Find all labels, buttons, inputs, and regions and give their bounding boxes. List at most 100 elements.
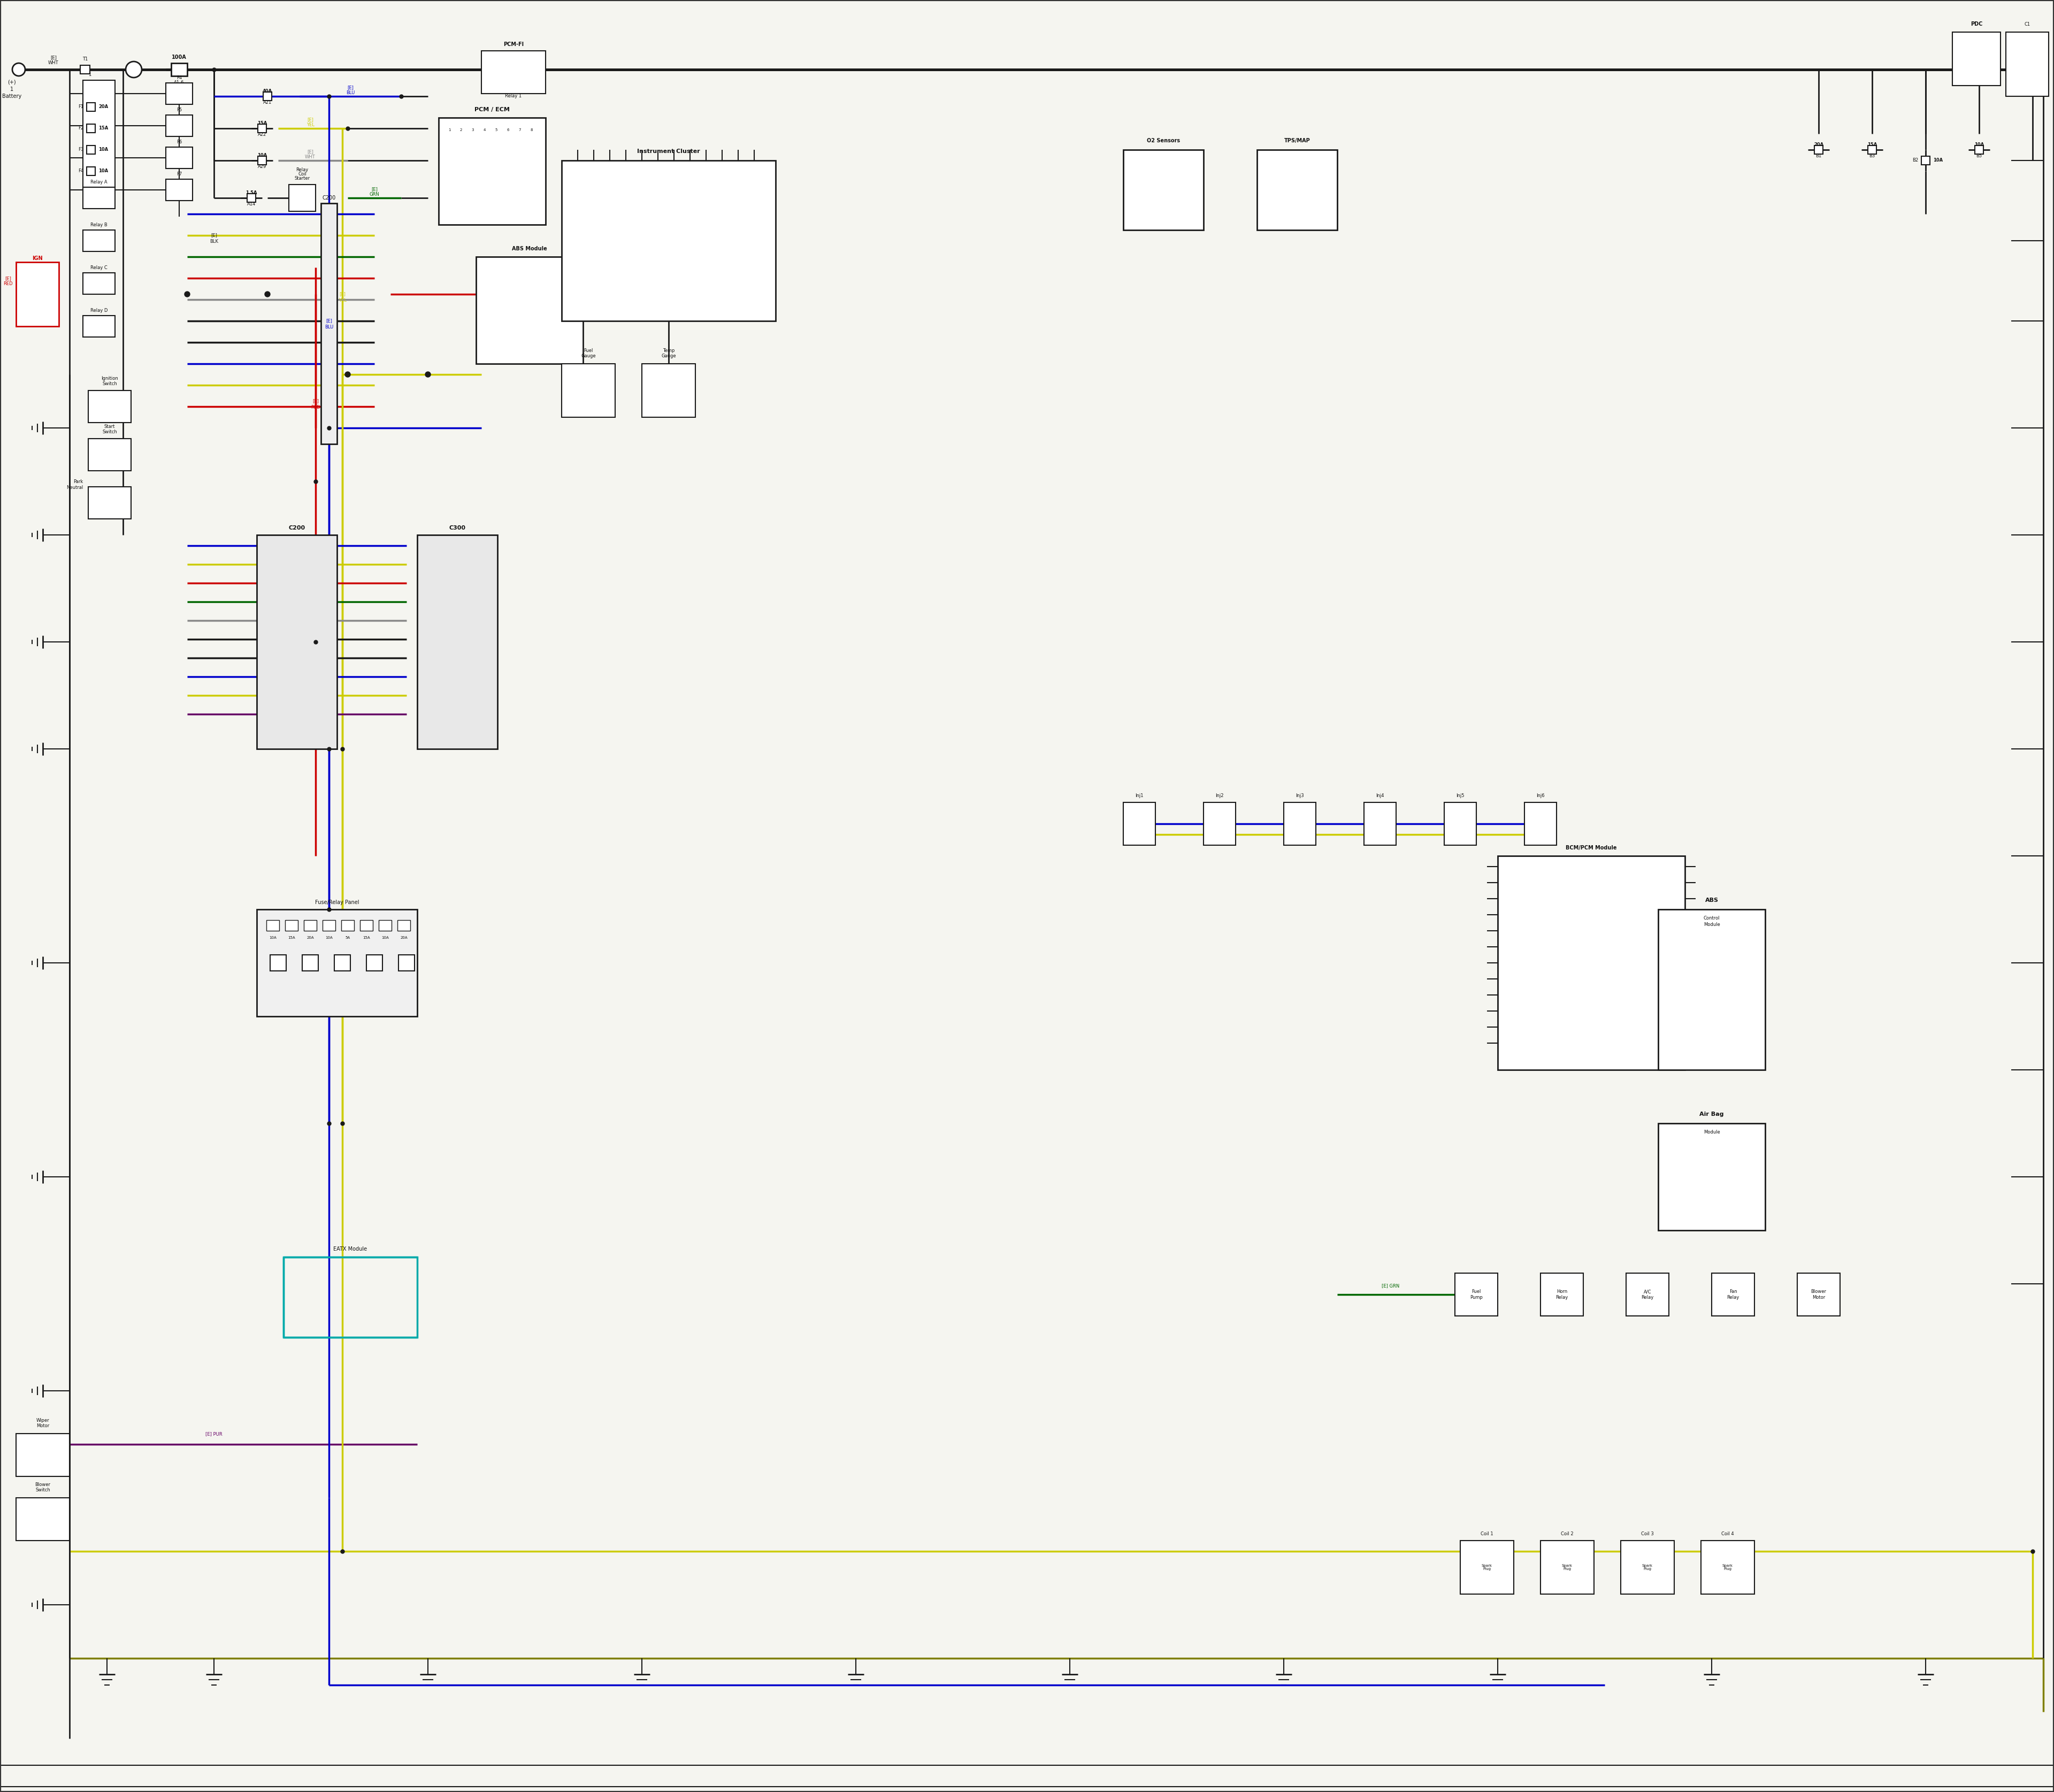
Text: 5: 5	[495, 129, 497, 131]
Bar	[259, 156, 267, 165]
Text: 15A: 15A	[99, 125, 109, 131]
Text: PCM / ECM: PCM / ECM	[474, 108, 509, 113]
Text: Coil 1: Coil 1	[1481, 1532, 1493, 1536]
Text: 10A: 10A	[99, 168, 109, 174]
Text: Control: Control	[1703, 916, 1719, 921]
Text: C200: C200	[322, 195, 335, 201]
Text: Fuel
Gauge: Fuel Gauge	[581, 348, 596, 358]
Bar	[417, 536, 497, 749]
Text: PCM-FI: PCM-FI	[503, 41, 524, 47]
Bar	[170, 63, 187, 75]
Text: Spark
Plug: Spark Plug	[1641, 1564, 1653, 1572]
Text: C300: C300	[450, 525, 466, 530]
Bar	[1621, 1541, 1674, 1595]
Bar	[1701, 1541, 1754, 1595]
Text: [E]: [E]	[306, 116, 314, 122]
Text: Starter: Starter	[294, 176, 310, 181]
Bar	[286, 919, 298, 930]
Text: F4: F4	[78, 168, 84, 174]
Text: BCM/PCM Module: BCM/PCM Module	[1565, 846, 1616, 851]
Text: EATX Module: EATX Module	[333, 1247, 368, 1253]
Text: Temp
Gauge: Temp Gauge	[661, 348, 676, 358]
Bar	[166, 147, 193, 168]
Text: RED: RED	[310, 405, 320, 410]
Bar	[320, 202, 337, 444]
Bar	[82, 81, 115, 186]
Text: F1: F1	[78, 104, 84, 109]
Text: Relay 1: Relay 1	[505, 93, 522, 99]
Text: F6: F6	[177, 140, 183, 145]
Text: WHT: WHT	[304, 154, 316, 159]
Text: 40A: 40A	[263, 90, 273, 93]
Bar	[1711, 1272, 1754, 1315]
Text: 1: 1	[88, 72, 90, 77]
Text: 1.5A: 1.5A	[246, 190, 257, 195]
Bar	[1124, 803, 1154, 846]
Text: 8: 8	[530, 129, 532, 131]
Text: [E]: [E]	[4, 276, 10, 281]
Text: O2 Sensors: O2 Sensors	[1146, 138, 1179, 143]
Circle shape	[345, 371, 351, 376]
Bar	[366, 955, 382, 971]
Text: BLU: BLU	[345, 90, 355, 95]
Text: Blower
Switch: Blower Switch	[35, 1482, 51, 1493]
Bar	[1867, 145, 1877, 154]
Bar	[290, 185, 316, 211]
Text: 1: 1	[448, 129, 450, 131]
Bar	[263, 91, 271, 100]
Text: 4: 4	[483, 129, 487, 131]
Text: A29: A29	[257, 165, 267, 168]
Text: [E]: [E]	[49, 56, 58, 59]
Text: B3: B3	[1869, 154, 1875, 158]
Text: F2: F2	[78, 125, 84, 131]
Bar	[396, 919, 411, 930]
Text: F5: F5	[177, 108, 183, 113]
Text: Coil: Coil	[298, 172, 306, 177]
Text: A14: A14	[246, 202, 257, 206]
Text: Spark
Plug: Spark Plug	[1481, 1564, 1493, 1572]
Text: Relay D: Relay D	[90, 308, 107, 314]
Text: TPS/MAP: TPS/MAP	[1284, 138, 1310, 143]
Text: Inj4: Inj4	[1376, 794, 1384, 797]
Bar	[82, 272, 115, 294]
Bar	[561, 364, 614, 418]
Bar	[257, 909, 417, 1016]
Text: Module: Module	[1703, 1129, 1719, 1134]
Bar	[477, 256, 583, 364]
Text: [E]: [E]	[347, 84, 353, 90]
Text: PDC: PDC	[1970, 22, 1982, 27]
Text: F7: F7	[177, 172, 183, 177]
Text: Coil 2: Coil 2	[1561, 1532, 1573, 1536]
Bar	[1814, 145, 1824, 154]
Circle shape	[12, 63, 25, 75]
Text: [E]: [E]	[372, 186, 378, 192]
Bar	[359, 919, 374, 930]
Text: 100A: 100A	[173, 54, 187, 59]
Text: 15A: 15A	[257, 120, 267, 125]
Text: 10A: 10A	[269, 935, 277, 939]
Text: Wiper
Motor: Wiper Motor	[37, 1417, 49, 1428]
Bar	[267, 919, 279, 930]
Text: Fuse/Relay Panel: Fuse/Relay Panel	[314, 900, 359, 905]
Text: 15A: 15A	[288, 935, 296, 939]
Bar	[82, 229, 115, 251]
Bar	[322, 919, 335, 930]
Text: ABS: ABS	[1705, 898, 1719, 903]
Bar	[1953, 32, 2001, 86]
Text: B1: B1	[1816, 154, 1822, 158]
Bar	[302, 955, 318, 971]
Text: YEL: YEL	[339, 297, 347, 303]
Text: YEL: YEL	[306, 122, 314, 127]
Bar	[561, 161, 776, 321]
Bar	[335, 955, 351, 971]
Text: [E] PUR: [E] PUR	[205, 1432, 222, 1435]
Bar	[166, 115, 193, 136]
Bar	[2007, 32, 2048, 97]
Bar	[1497, 857, 1684, 1070]
Text: [E] GRN: [E] GRN	[1382, 1283, 1399, 1288]
Bar	[86, 102, 94, 111]
Text: Spark
Plug: Spark Plug	[1561, 1564, 1573, 1572]
Bar	[166, 179, 193, 201]
Text: 15A: 15A	[1867, 142, 1877, 147]
Text: Module: Module	[1703, 923, 1719, 926]
